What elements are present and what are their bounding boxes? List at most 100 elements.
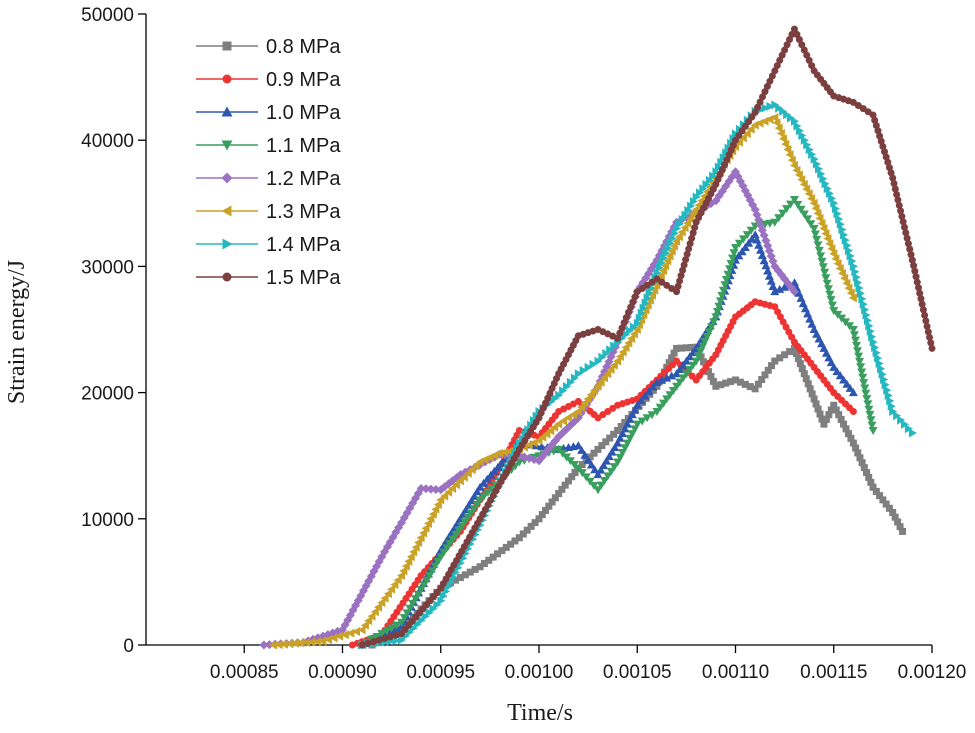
data-point <box>898 212 906 220</box>
data-point <box>812 159 821 169</box>
data-point <box>918 300 926 308</box>
data-point <box>802 184 811 194</box>
data-point <box>381 635 389 643</box>
data-point <box>800 46 808 54</box>
data-point <box>451 576 459 584</box>
legend-marker <box>222 238 233 250</box>
data-point <box>675 365 685 373</box>
data-point <box>568 410 577 420</box>
data-point <box>583 455 593 464</box>
data-point <box>820 420 828 428</box>
data-point <box>596 377 605 387</box>
data-point <box>824 285 833 294</box>
data-point <box>806 220 816 229</box>
data-point <box>825 290 835 299</box>
data-point <box>802 375 810 383</box>
data-point <box>844 283 853 293</box>
data-point <box>627 410 637 419</box>
data-point <box>761 88 769 96</box>
data-point <box>927 339 935 347</box>
data-point <box>894 196 902 204</box>
data-point <box>869 483 877 491</box>
data-point <box>687 201 696 211</box>
data-point <box>763 266 773 275</box>
data-point <box>622 419 632 428</box>
legend: 0.8 MPa 0.9 MPa 1.0 MPa 1.1 MPa 1.2 MPa 1.3 M… <box>196 36 341 289</box>
data-point <box>471 565 479 573</box>
data-point <box>485 556 493 564</box>
data-point <box>655 263 664 273</box>
data-point <box>421 484 431 494</box>
data-point <box>815 213 824 223</box>
data-point <box>759 93 767 101</box>
data-point <box>618 429 627 438</box>
data-point <box>691 205 700 215</box>
data-point <box>712 167 721 177</box>
data-point <box>593 470 603 479</box>
data-point <box>668 387 678 395</box>
series-line-1-3-mpa <box>273 116 855 646</box>
data-point <box>670 228 679 238</box>
data-point <box>685 352 695 361</box>
data-point <box>876 132 884 140</box>
data-point <box>495 448 504 458</box>
data-point <box>790 287 799 297</box>
data-point <box>672 236 681 246</box>
data-point <box>621 343 630 352</box>
data-point <box>734 137 743 147</box>
data-point <box>756 98 764 106</box>
data-point <box>862 395 872 404</box>
data-point <box>613 356 622 366</box>
data-point <box>677 227 686 237</box>
data-point <box>750 230 760 239</box>
data-point <box>574 369 583 379</box>
data-point <box>793 30 801 38</box>
data-point <box>681 370 691 379</box>
data-point <box>669 241 678 251</box>
legend-item-1-3-mpa: 1.3 MPa <box>196 201 341 223</box>
data-point <box>652 378 662 386</box>
data-point <box>357 625 366 635</box>
data-point <box>538 511 546 519</box>
data-point <box>741 380 749 388</box>
data-point <box>377 630 387 639</box>
data-point <box>869 111 877 119</box>
data-point <box>675 378 685 387</box>
data-point <box>426 514 435 524</box>
data-point <box>676 277 684 285</box>
data-point <box>770 287 780 296</box>
data-point <box>828 193 837 203</box>
data-point <box>902 229 910 237</box>
data-point <box>699 184 708 194</box>
data-point <box>827 406 835 414</box>
data-point <box>840 420 848 428</box>
data-point <box>792 165 801 175</box>
data-point <box>577 402 586 412</box>
data-point <box>774 123 783 133</box>
data-point <box>763 82 771 90</box>
data-point <box>598 442 606 450</box>
data-point <box>790 160 798 170</box>
data-point <box>796 360 804 368</box>
legend-marker <box>222 41 232 51</box>
data-point <box>799 210 809 219</box>
data-point <box>656 271 665 280</box>
data-point <box>586 460 596 469</box>
data-point <box>688 361 698 370</box>
data-point <box>674 282 682 290</box>
data-point <box>296 638 305 648</box>
data-point <box>390 580 399 590</box>
data-point <box>717 157 726 167</box>
data-point <box>324 635 332 645</box>
data-point <box>778 209 788 218</box>
data-point <box>832 406 840 414</box>
data-point <box>810 230 820 239</box>
data-point <box>660 253 668 263</box>
data-point <box>742 231 752 240</box>
data-point <box>761 261 771 270</box>
data-point <box>463 468 472 478</box>
data-point <box>498 547 506 555</box>
data-point <box>600 477 609 485</box>
data-point <box>818 263 828 272</box>
data-point <box>632 325 641 334</box>
